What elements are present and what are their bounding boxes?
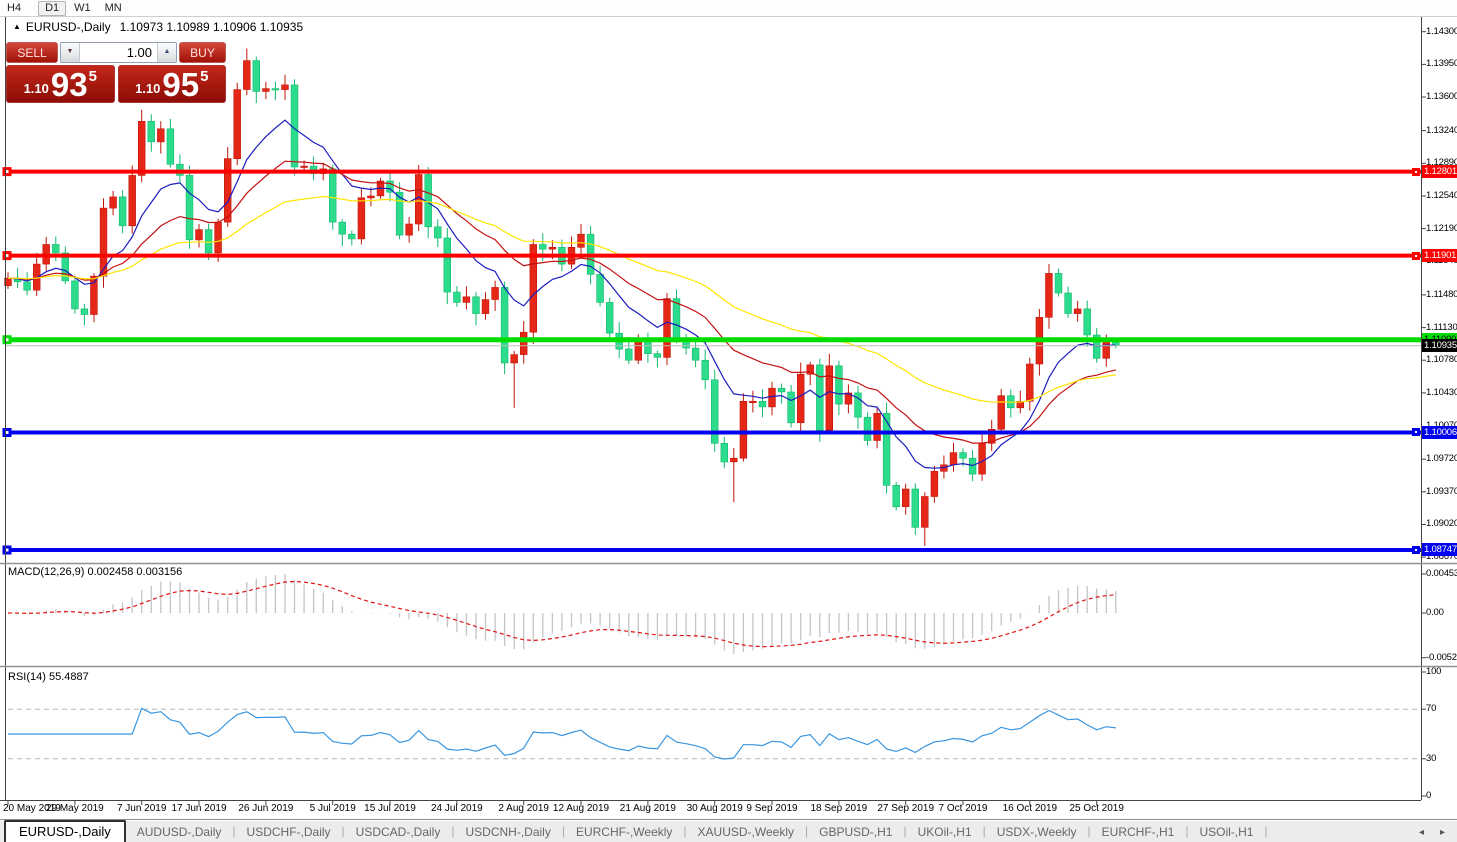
timeframe-button-w1[interactable]: W1: [74, 1, 91, 14]
toolbar-separator: [132, 1, 134, 15]
chart-tab[interactable]: USDX-,Weekly: [996, 825, 1077, 839]
tab-separator: |: [1264, 823, 1268, 838]
tab-separator: |: [1087, 823, 1091, 838]
macd-signal-line: [7, 580, 1116, 648]
volume-input[interactable]: [80, 43, 157, 62]
chart-tab[interactable]: EURCHF-,H1: [1101, 825, 1175, 839]
buy-price-prefix: 1.10: [135, 81, 161, 96]
volume-stepper: ▼ ▲: [60, 42, 177, 63]
buy-price-big: 95: [162, 66, 200, 103]
sell-price-prefix: 1.10: [23, 81, 49, 96]
chart-tab[interactable]: USDCNH-,Daily: [465, 825, 551, 839]
timeframe-button-h4[interactable]: H4: [7, 1, 22, 14]
timeframe-toolbar: H4 D1 W1 MN: [0, 0, 1457, 17]
rsi-line: [8, 707, 1116, 760]
horizontal-price-lines[interactable]: [2, 167, 1422, 555]
chart-tab-bar: EURUSD-,Daily AUDUSD-,Daily | USDCHF-,Daily…: [0, 819, 1457, 842]
chart-tab[interactable]: GBPUSD-,H1: [819, 825, 893, 839]
macd-histogram: [16, 574, 1117, 654]
chart-tab[interactable]: USDCAD-,Daily: [355, 825, 441, 839]
chart-tab[interactable]: USDCHF-,Daily: [246, 825, 331, 839]
toolbar-separator: [32, 1, 34, 15]
sell-price-box[interactable]: 1.10 93 5: [6, 65, 115, 103]
macd-indicator-label: MACD(12,26,9) 0.002458 0.003156: [8, 566, 183, 578]
candles: [4, 48, 1120, 546]
chart-tab[interactable]: USOil-,H1: [1199, 825, 1254, 839]
ma-line-45: [7, 195, 1116, 403]
timeframe-button-d1[interactable]: D1: [38, 0, 67, 16]
buy-price-sup: 5: [200, 68, 209, 85]
tab-separator: |: [982, 823, 986, 838]
chart-tab[interactable]: UKOil-,H1: [917, 825, 972, 839]
tab-separator: |: [232, 823, 236, 838]
chart-symbol-label: EURUSD-,Daily: [25, 20, 111, 34]
chart-tab[interactable]: AUDUSD-,Daily: [136, 825, 222, 839]
tab-separator: |: [1185, 823, 1189, 838]
collapse-panel-arrow-icon[interactable]: ▲: [13, 22, 21, 31]
chart-ohlc-values: 1.10973 1.10989 1.10906 1.10935: [119, 20, 304, 34]
tab-separator: |: [561, 823, 565, 838]
chart-tab[interactable]: XAUUSD-,Weekly: [697, 825, 794, 839]
rsi-indicator-label: RSI(14) 55.4887: [8, 671, 89, 683]
timeframe-button-mn[interactable]: MN: [104, 1, 122, 14]
ma-line-10: [7, 119, 1116, 469]
tab-separator: |: [683, 823, 687, 838]
volume-increase-button[interactable]: ▲: [157, 43, 176, 62]
volume-decrease-button[interactable]: ▼: [61, 43, 80, 62]
sell-button[interactable]: SELL: [6, 42, 58, 63]
tab-separator: |: [805, 823, 809, 838]
buy-button[interactable]: BUY: [179, 42, 226, 63]
tab-separator: |: [903, 823, 907, 838]
chart-tab-active[interactable]: EURUSD-,Daily: [4, 820, 126, 842]
ma-line-22: [7, 160, 1116, 444]
tab-separator: |: [341, 823, 345, 838]
chart-tab[interactable]: EURCHF-,Weekly: [575, 825, 673, 839]
chart-title: ▲ EURUSD-,Daily 1.10973 1.10989 1.10906 1.…: [13, 20, 303, 34]
tab-scroll-right-icon[interactable]: ▸: [1439, 827, 1445, 838]
sell-price-sup: 5: [88, 68, 97, 85]
buy-price-box[interactable]: 1.10 95 5: [117, 65, 226, 103]
tab-scroll-left-icon[interactable]: ◂: [1418, 827, 1424, 838]
sell-price-big: 93: [50, 66, 88, 103]
tab-separator: |: [451, 823, 455, 838]
